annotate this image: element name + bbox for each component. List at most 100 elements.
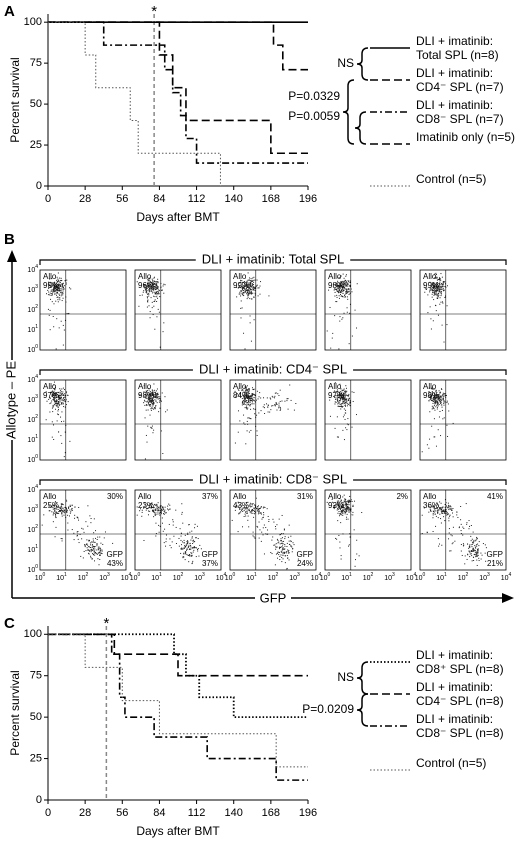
cell-dot bbox=[148, 293, 150, 295]
cell-dot bbox=[443, 281, 445, 283]
cell-dot bbox=[152, 283, 154, 285]
cell-dot bbox=[66, 394, 68, 396]
y-tick-label: 100 bbox=[27, 564, 38, 574]
x-tick-label: 168 bbox=[262, 193, 280, 205]
cell-dot bbox=[436, 294, 438, 296]
cell-dot bbox=[55, 283, 57, 285]
cell-dot bbox=[90, 522, 92, 524]
cell-dot bbox=[439, 283, 441, 285]
cell-dot bbox=[452, 507, 454, 509]
cell-dot bbox=[153, 283, 155, 285]
legend-entry: DLI + imatinib: CD4⁻ SPL (n=7) bbox=[416, 66, 504, 94]
cell-dot bbox=[150, 395, 152, 397]
cell-dot bbox=[433, 405, 435, 407]
cell-dot bbox=[63, 512, 65, 514]
x-tick-label: 84 bbox=[153, 807, 165, 819]
cell-dot bbox=[346, 291, 348, 293]
cell-dot bbox=[197, 550, 199, 552]
cell-dot bbox=[82, 528, 84, 530]
cell-dot bbox=[347, 424, 349, 426]
cell-dot bbox=[244, 513, 246, 515]
cell-dot bbox=[112, 542, 114, 544]
cell-dot bbox=[248, 398, 250, 400]
cell-dot bbox=[49, 411, 51, 413]
cell-dot bbox=[249, 277, 251, 279]
cell-dot bbox=[60, 538, 62, 540]
cell-dot bbox=[247, 289, 249, 291]
tick-exponent: 4 bbox=[129, 572, 132, 578]
cell-dot bbox=[159, 296, 161, 298]
cell-dot bbox=[152, 432, 154, 434]
cell-dot bbox=[333, 508, 335, 510]
cell-dot bbox=[345, 508, 347, 510]
cell-dot bbox=[64, 406, 66, 408]
cell-dot bbox=[79, 533, 81, 535]
cell-dot bbox=[335, 505, 337, 507]
cell-dot bbox=[439, 278, 441, 280]
tick-exponent: 1 bbox=[35, 324, 38, 330]
cell-dot bbox=[152, 510, 154, 512]
cell-dot bbox=[165, 538, 167, 540]
cell-dot bbox=[61, 442, 63, 444]
x-tick-label: 100 bbox=[415, 572, 426, 582]
tick-exponent: 1 bbox=[35, 434, 38, 440]
cell-dot bbox=[283, 548, 285, 550]
cell-dot bbox=[154, 395, 156, 397]
cell-dot bbox=[274, 404, 276, 406]
cell-dot bbox=[435, 507, 437, 509]
cell-dot bbox=[342, 273, 344, 275]
cell-dot bbox=[249, 502, 251, 504]
cell-dot bbox=[341, 511, 343, 513]
cell-dot bbox=[151, 403, 153, 405]
cell-dot bbox=[435, 510, 437, 512]
cell-dot bbox=[475, 555, 477, 557]
cell-dot bbox=[288, 524, 290, 526]
cell-dot bbox=[95, 537, 97, 539]
y-tick-label: 100 bbox=[24, 16, 42, 28]
cell-dot bbox=[253, 296, 255, 298]
cell-dot bbox=[190, 546, 192, 548]
cell-dot bbox=[342, 401, 344, 403]
cell-dot bbox=[183, 542, 185, 544]
cell-dot bbox=[283, 540, 285, 542]
cell-dot bbox=[147, 299, 149, 301]
cell-dot bbox=[251, 403, 253, 405]
x-arrow-head bbox=[502, 593, 514, 603]
cell-dot bbox=[287, 536, 289, 538]
cell-dot bbox=[152, 281, 154, 283]
cell-dot bbox=[429, 396, 431, 398]
cell-dot bbox=[239, 291, 241, 293]
cell-dot bbox=[55, 394, 57, 396]
cell-dot bbox=[48, 314, 50, 316]
cell-dot bbox=[441, 287, 443, 289]
cell-dot bbox=[434, 397, 436, 399]
cell-dot bbox=[151, 394, 153, 396]
cell-dot bbox=[252, 287, 254, 289]
cell-dot bbox=[433, 389, 435, 391]
cell-dot bbox=[337, 503, 339, 505]
cell-dot bbox=[181, 544, 183, 546]
cell-dot bbox=[245, 507, 247, 509]
cell-dot bbox=[274, 526, 276, 528]
cell-dot bbox=[168, 503, 170, 505]
cell-dot bbox=[154, 407, 156, 409]
cell-dot bbox=[245, 407, 247, 409]
cell-dot bbox=[237, 531, 239, 533]
cell-dot bbox=[274, 405, 276, 407]
cell-dot bbox=[51, 394, 53, 396]
cell-dot bbox=[58, 284, 60, 286]
cell-dot bbox=[157, 506, 159, 508]
cell-dot bbox=[438, 290, 440, 292]
cell-dot bbox=[282, 554, 284, 556]
cell-dot bbox=[244, 288, 246, 290]
cell-dot bbox=[439, 543, 441, 545]
cell-dot bbox=[433, 283, 435, 285]
cell-dot bbox=[61, 393, 63, 395]
cell-dot bbox=[54, 285, 56, 287]
cell-dot bbox=[440, 401, 442, 403]
cell-dot bbox=[51, 395, 53, 397]
cell-dot bbox=[58, 284, 60, 286]
cell-dot bbox=[260, 410, 262, 412]
tick-base: 10 bbox=[415, 575, 423, 582]
cell-dot bbox=[53, 398, 55, 400]
